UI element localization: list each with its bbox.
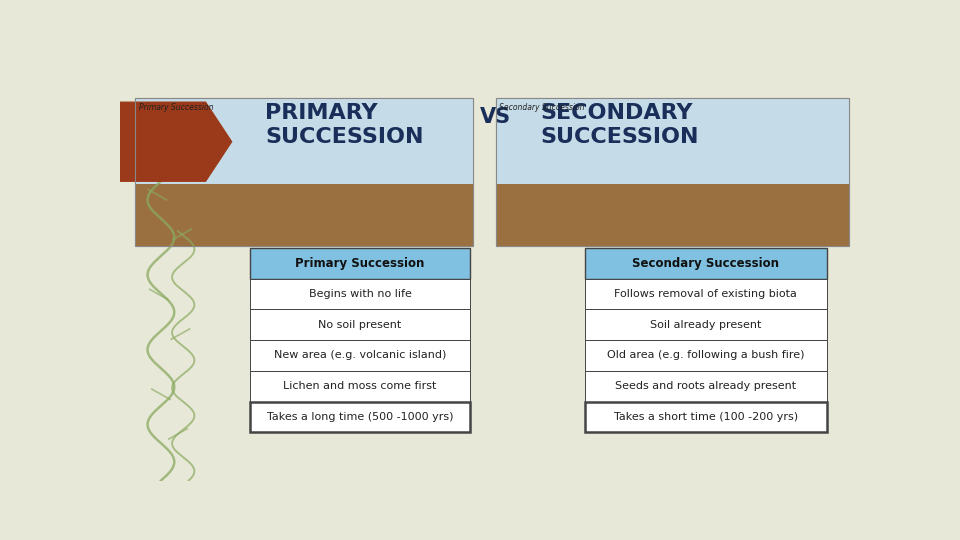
Text: Takes a short time (100 -200 yrs): Takes a short time (100 -200 yrs) <box>613 412 798 422</box>
FancyBboxPatch shape <box>251 248 469 279</box>
FancyBboxPatch shape <box>585 340 827 371</box>
FancyBboxPatch shape <box>585 309 827 340</box>
Text: Follows removal of existing biota: Follows removal of existing biota <box>614 289 798 299</box>
Text: Lichen and moss come first: Lichen and moss come first <box>283 381 437 391</box>
Text: New area (e.g. volcanic island): New area (e.g. volcanic island) <box>274 350 446 360</box>
Text: VS: VS <box>480 107 512 127</box>
Polygon shape <box>120 102 231 181</box>
FancyBboxPatch shape <box>495 184 849 246</box>
Text: Primary Succession: Primary Succession <box>138 103 213 112</box>
FancyBboxPatch shape <box>495 98 849 184</box>
FancyBboxPatch shape <box>251 279 469 309</box>
Text: Primary Succession: Primary Succession <box>296 256 424 269</box>
Text: Takes a long time (500 -1000 yrs): Takes a long time (500 -1000 yrs) <box>267 412 453 422</box>
FancyBboxPatch shape <box>585 279 827 309</box>
Text: PRIMARY
SUCCESSION: PRIMARY SUCCESSION <box>265 103 423 147</box>
FancyBboxPatch shape <box>134 98 473 246</box>
FancyBboxPatch shape <box>585 402 827 433</box>
FancyBboxPatch shape <box>251 402 469 433</box>
Text: SECONDARY
SUCCESSION: SECONDARY SUCCESSION <box>540 103 699 147</box>
FancyBboxPatch shape <box>134 98 473 184</box>
Text: No soil present: No soil present <box>319 320 401 330</box>
Text: Secondary Succession: Secondary Succession <box>499 103 585 112</box>
FancyBboxPatch shape <box>251 371 469 402</box>
FancyBboxPatch shape <box>495 98 849 246</box>
FancyBboxPatch shape <box>251 340 469 371</box>
FancyBboxPatch shape <box>251 309 469 340</box>
Text: Old area (e.g. following a bush fire): Old area (e.g. following a bush fire) <box>607 350 804 360</box>
FancyBboxPatch shape <box>585 371 827 402</box>
Text: Seeds and roots already present: Seeds and roots already present <box>615 381 797 391</box>
FancyBboxPatch shape <box>585 248 827 279</box>
Text: Soil already present: Soil already present <box>650 320 761 330</box>
Text: Secondary Succession: Secondary Succession <box>633 256 780 269</box>
Text: Begins with no life: Begins with no life <box>308 289 412 299</box>
FancyBboxPatch shape <box>134 184 473 246</box>
